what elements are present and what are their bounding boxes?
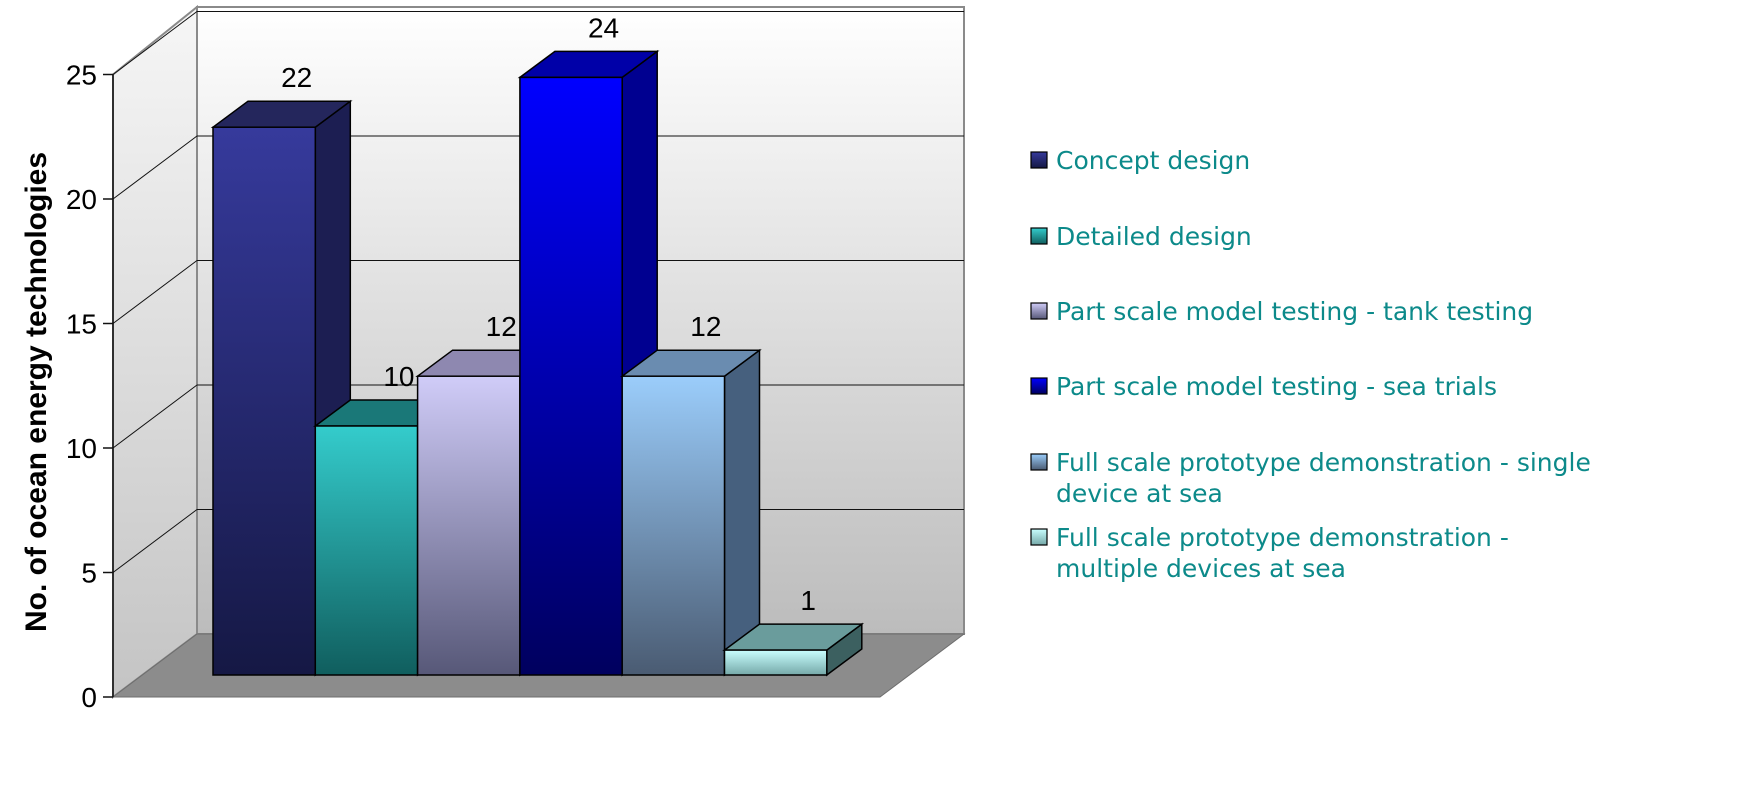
gridline-side <box>112 509 198 573</box>
legend-item: Full scale prototype demonstration -mult… <box>1030 523 1509 583</box>
y-tick-label: 10 <box>66 433 97 464</box>
legend: Concept design Detailed design Part scale … <box>1030 146 1591 583</box>
y-tick-label: 15 <box>66 309 97 340</box>
bar-front-face <box>621 375 726 676</box>
y-tick-label: 20 <box>66 184 97 215</box>
legend-label: Part scale model testing - tank testing <box>1056 297 1533 326</box>
legend-label: Detailed design <box>1056 222 1252 251</box>
legend-label: multiple devices at sea <box>1056 554 1346 583</box>
y-tick-label: 5 <box>81 558 97 589</box>
bar-front-face <box>314 425 419 676</box>
bar <box>722 622 865 677</box>
legend-label: Full scale prototype demonstration - sin… <box>1056 448 1591 477</box>
legend-label: Part scale model testing - sea trials <box>1056 372 1497 401</box>
bar-side-face <box>723 348 761 677</box>
legend-swatch <box>1030 227 1048 245</box>
gridline-side <box>112 384 198 449</box>
legend-swatch <box>1030 302 1048 320</box>
data-labels: 22 10 12 24 12 1 <box>281 12 816 616</box>
legend-swatch <box>1030 528 1048 546</box>
legend-swatch <box>1030 377 1048 395</box>
bar-front-face <box>416 375 521 676</box>
legend-swatch <box>1030 453 1048 471</box>
bar-front-face <box>212 126 317 676</box>
y-axis-title-group: No. of ocean energy technologies <box>20 152 53 632</box>
data-label: 24 <box>588 12 619 43</box>
legend-item: Concept design <box>1030 146 1250 175</box>
gridline-side <box>112 260 198 324</box>
legend-swatch <box>1030 151 1048 169</box>
legend-item: Full scale prototype demonstration - sin… <box>1030 448 1591 508</box>
legend-item: Detailed design <box>1030 222 1252 251</box>
y-tick-label: 25 <box>66 60 97 91</box>
y-tick-label: 0 <box>81 682 97 713</box>
y-axis-ticks: 0 5 10 15 20 25 <box>66 60 114 713</box>
data-label: 12 <box>486 311 517 342</box>
bars <box>210 49 865 677</box>
data-label: 22 <box>281 62 312 93</box>
legend-label: Full scale prototype demonstration - <box>1056 523 1509 552</box>
legend-item: Part scale model testing - tank testing <box>1030 297 1533 326</box>
bar-front-face <box>519 76 623 676</box>
legend-label: Concept design <box>1056 146 1250 175</box>
data-label: 1 <box>800 585 816 616</box>
bar-front-face <box>723 649 828 676</box>
gridline-side <box>112 11 198 75</box>
legend-item: Part scale model testing - sea trials <box>1030 372 1497 401</box>
side-wall <box>112 4 198 699</box>
gridline-side <box>112 135 198 200</box>
data-label: 12 <box>690 311 721 342</box>
y-axis-title: No. of ocean energy technologies <box>20 152 53 632</box>
legend-label: device at sea <box>1056 479 1223 508</box>
bar <box>619 348 762 677</box>
data-label: 10 <box>383 361 414 392</box>
